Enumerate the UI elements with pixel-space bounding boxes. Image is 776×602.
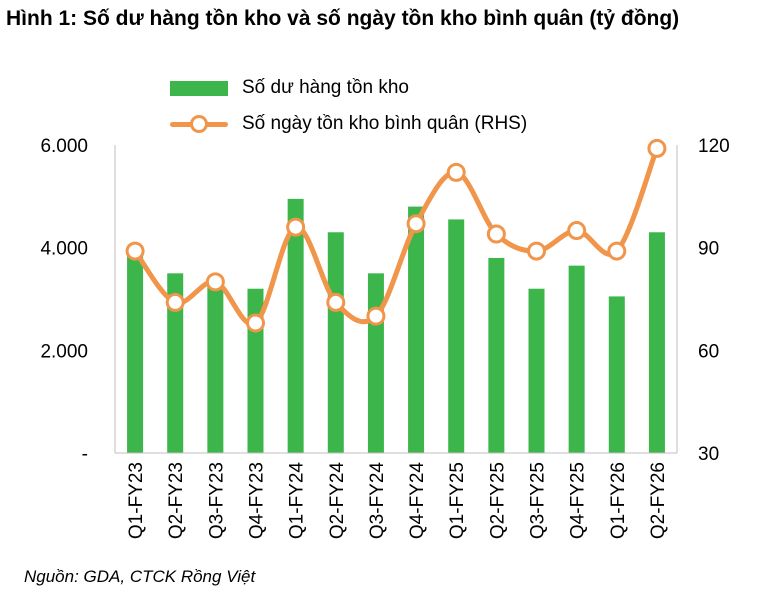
- legend-bar-label: Số dư hàng tồn kho: [242, 77, 409, 98]
- bar-Q2-FY23: [167, 273, 184, 453]
- x-tick-label: Q2-FY24: [327, 462, 348, 540]
- line-point-Q1-FY24: [286, 217, 306, 237]
- line-point-Q2-FY23: [165, 292, 185, 312]
- x-tick-label: Q2-FY25: [487, 462, 508, 539]
- legend-item-bar: Số dư hàng tồn kho: [170, 70, 527, 106]
- bar-Q3-FY23: [207, 286, 224, 453]
- right-tick-label: 120: [698, 136, 730, 157]
- bar-Q1-FY26: [608, 296, 625, 453]
- left-tick-label: 6.000: [40, 136, 88, 157]
- x-tick-label: Q2-FY23: [166, 462, 187, 539]
- x-tick-label: Q4-FY23: [247, 462, 268, 539]
- line-point-Q3-FY23: [205, 272, 225, 292]
- bar-Q3-FY25: [528, 288, 545, 453]
- line-point-Q1-FY26: [607, 241, 627, 261]
- legend-item-line: Số ngày tồn kho bình quân (RHS): [170, 106, 527, 142]
- x-tick-label: Q3-FY24: [367, 462, 388, 540]
- bar-Q4-FY24: [408, 206, 425, 453]
- legend-line-swatch: [170, 115, 228, 133]
- x-tick-label: Q4-FY25: [568, 462, 589, 539]
- left-tick-label: 4.000: [40, 239, 88, 260]
- left-tick-label: 2.000: [40, 341, 88, 362]
- right-tick-label: 30: [698, 444, 719, 465]
- line-point-Q2-FY24: [326, 292, 346, 312]
- bar-Q2-FY24: [327, 232, 344, 453]
- x-tick-label: Q1-FY26: [608, 462, 629, 539]
- x-tick-label: Q1-FY23: [126, 462, 147, 539]
- bar-Q1-FY23: [127, 252, 144, 453]
- x-tick-label: Q4-FY24: [407, 462, 428, 540]
- x-tick-label: Q3-FY23: [206, 462, 227, 539]
- right-tick-label: 90: [698, 239, 719, 260]
- line-point-Q2-FY26: [647, 138, 667, 158]
- x-tick-label: Q2-FY26: [648, 462, 669, 539]
- line-point-Q2-FY25: [486, 224, 506, 244]
- line-point-Q4-FY23: [246, 313, 265, 333]
- right-tick-label: 60: [698, 341, 719, 362]
- legend-bar-swatch: [170, 80, 228, 96]
- x-tick-label: Q3-FY25: [528, 462, 549, 539]
- line-point-Q4-FY24: [406, 214, 426, 234]
- bar-Q2-FY26: [648, 232, 665, 453]
- line-point-Q1-FY25: [446, 162, 466, 182]
- legend: Số dư hàng tồn kho Số ngày tồn kho bình …: [170, 70, 527, 142]
- x-tick-label: Q1-FY25: [447, 462, 468, 539]
- line-point-Q4-FY25: [567, 221, 587, 241]
- bar-Q2-FY25: [488, 257, 505, 453]
- x-tick-label: Q1-FY24: [287, 462, 308, 540]
- bar-Q4-FY25: [568, 265, 585, 453]
- bar-Q3-FY24: [367, 273, 384, 453]
- line-point-Q3-FY24: [366, 306, 386, 326]
- bar-Q1-FY24: [287, 198, 304, 453]
- left-tick-label: -: [82, 444, 88, 465]
- legend-line-label: Số ngày tồn kho bình quân (RHS): [242, 113, 528, 134]
- line-point-Q3-FY25: [527, 241, 546, 261]
- source-note: Nguồn: GDA, CTCK Rồng Việt: [24, 567, 256, 586]
- bar-Q1-FY25: [448, 219, 465, 453]
- line-point-Q1-FY23: [125, 241, 145, 261]
- chart-title: Hình 1: Số dư hàng tồn kho và số ngày tồ…: [6, 7, 680, 30]
